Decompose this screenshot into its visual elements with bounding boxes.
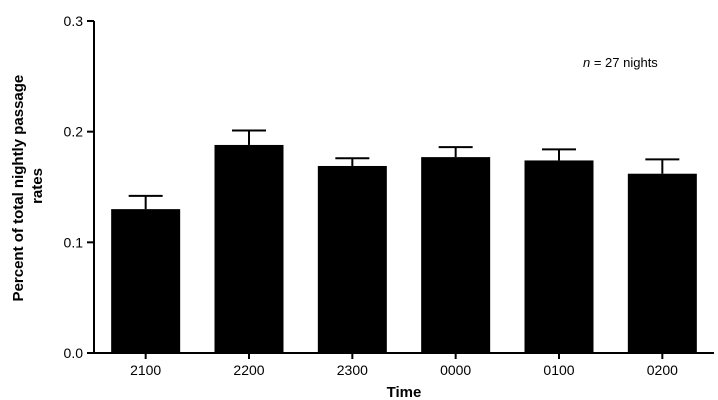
- bar-2200: [214, 144, 284, 353]
- bar-0000: [421, 157, 491, 353]
- bar-0200: [627, 173, 697, 353]
- y-ticks-group: 0.0 0.1 0.2 0.3: [64, 13, 94, 361]
- sample-size-annotation: n = 27 nights: [583, 55, 658, 70]
- x-tick-label-0100: 0100: [543, 362, 574, 378]
- y-axis-title: Percent of total nightly passage rates: [10, 71, 46, 302]
- annotation-rest: = 27 nights: [590, 55, 658, 70]
- annotation-italic: n: [583, 55, 590, 70]
- bars-group: [111, 144, 697, 353]
- x-ticks-group: 2100 2200 2300 0000 0100 0200: [130, 353, 678, 378]
- bar-2100: [111, 209, 181, 353]
- x-tick-label-0200: 0200: [647, 362, 678, 378]
- y-tick-label-0: 0.0: [64, 345, 84, 361]
- y-tick-label-1: 0.1: [64, 234, 84, 250]
- x-axis-title: Time: [387, 384, 422, 400]
- bar-0100: [524, 160, 594, 353]
- y-axis-title-line-2: rates: [29, 168, 46, 204]
- error-bars-group: [128, 129, 680, 210]
- x-tick-label-2300: 2300: [337, 362, 368, 378]
- y-tick-label-2: 0.2: [64, 124, 84, 140]
- axes-group: [93, 21, 714, 354]
- x-tick-label-0000: 0000: [440, 362, 471, 378]
- y-tick-label-3: 0.3: [64, 13, 84, 29]
- y-axis-title-line-1: Percent of total nightly passage: [10, 75, 27, 302]
- bar-2300: [317, 165, 387, 353]
- x-tick-label-2200: 2200: [233, 362, 264, 378]
- x-tick-label-2100: 2100: [130, 362, 161, 378]
